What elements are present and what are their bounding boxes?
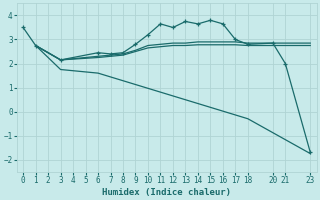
X-axis label: Humidex (Indice chaleur): Humidex (Indice chaleur) [102, 188, 231, 197]
